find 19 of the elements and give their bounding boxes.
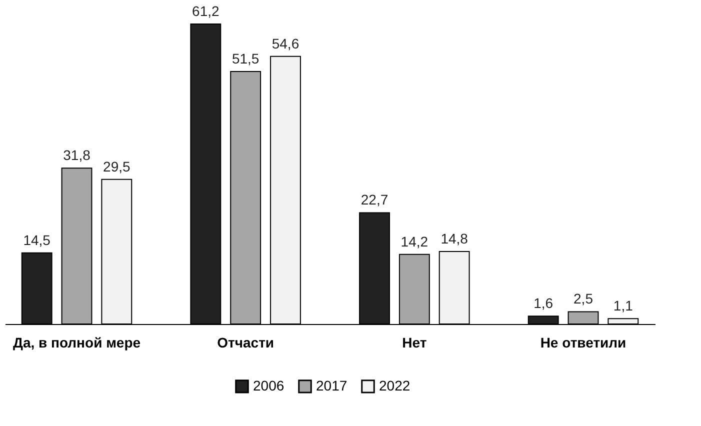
x-tick-label: Не ответили [540,334,626,350]
x-tick-label: Да, в полной мере [12,334,141,350]
legend-label: 2017 [316,377,348,394]
data-label: 1,1 [613,298,634,314]
x-tick-label: Отчасти [217,334,274,350]
data-label: 61,2 [192,3,220,19]
legend-label: 2006 [253,377,284,394]
data-label: 14,5 [23,232,51,248]
data-label: 54,6 [272,35,300,52]
data-label: 51,5 [232,50,260,67]
data-label: 22,7 [360,192,388,208]
data-label: 2,5 [574,290,594,307]
data-label: 29,5 [103,158,130,174]
data-label: 14,8 [440,230,468,246]
legend-label: 2022 [379,377,410,394]
data-label: 31,8 [63,147,91,164]
x-tick-label: Нет [402,334,427,350]
data-label: 1,6 [534,295,554,312]
data-label: 14,2 [400,233,428,250]
